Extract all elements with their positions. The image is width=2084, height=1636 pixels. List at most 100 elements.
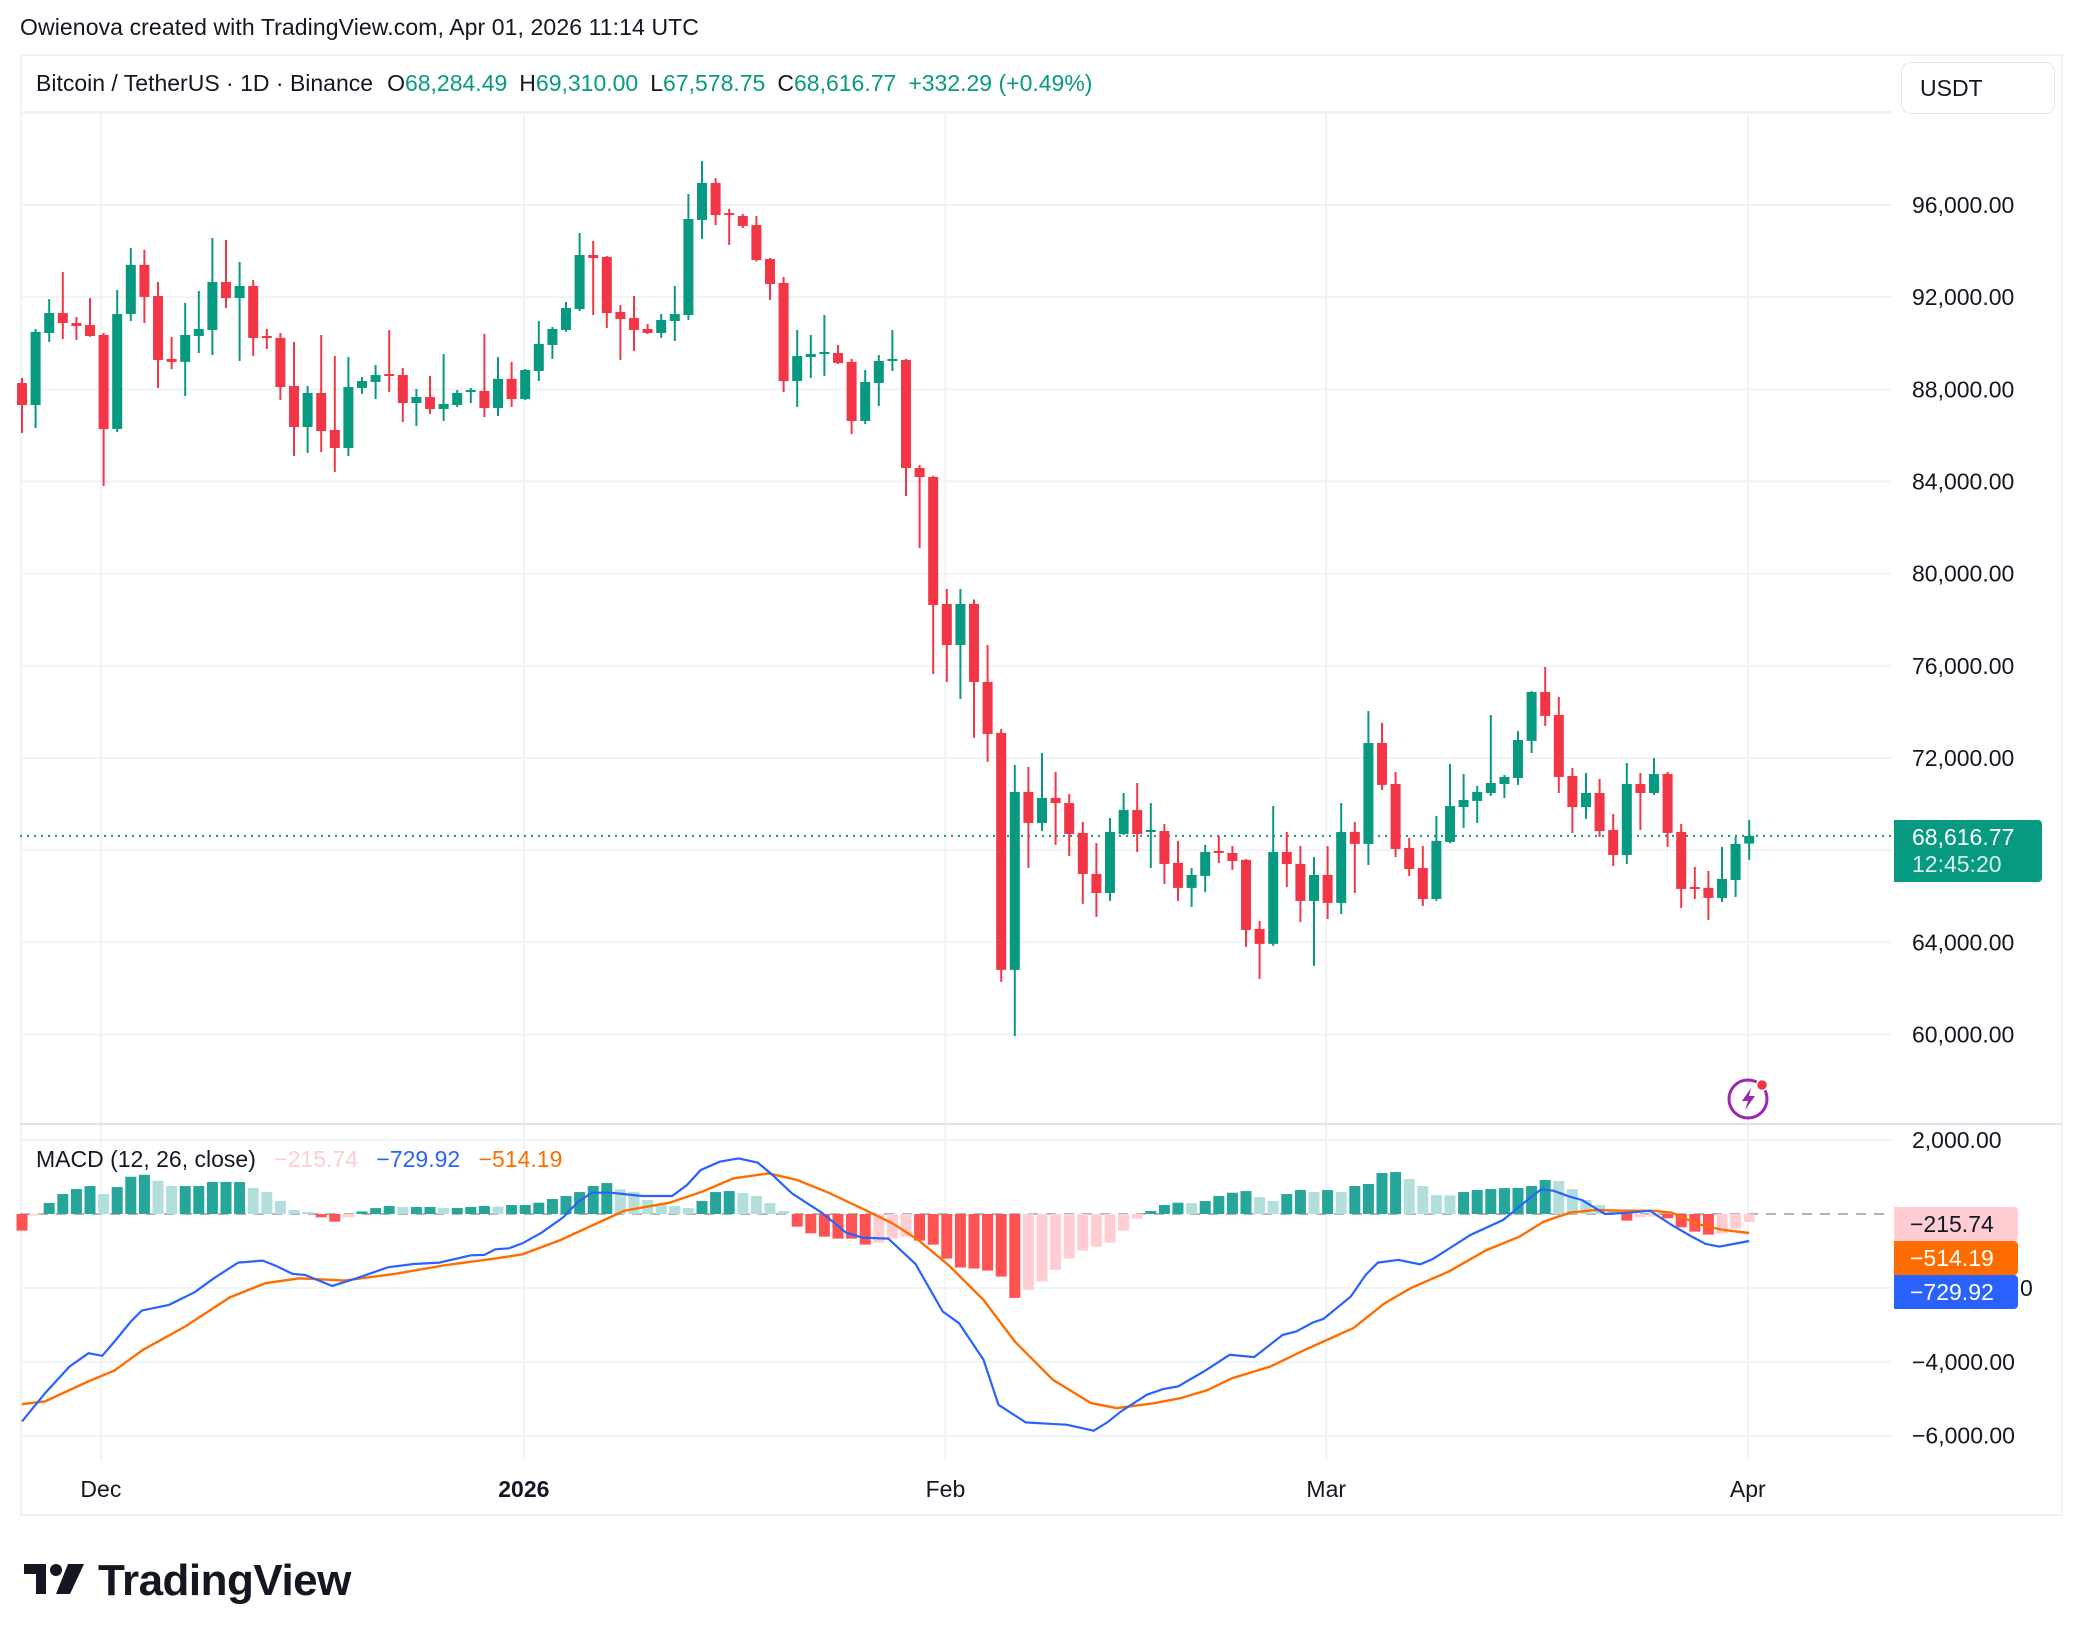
candle-body[interactable] xyxy=(901,359,911,469)
candle-body[interactable] xyxy=(656,319,667,333)
candle-body[interactable] xyxy=(1431,840,1442,899)
candle-body[interactable] xyxy=(1744,835,1755,844)
candle-body[interactable] xyxy=(1608,829,1619,855)
candle-body[interactable] xyxy=(506,378,517,399)
candle-body[interactable] xyxy=(1009,791,1020,970)
candle-body[interactable] xyxy=(153,296,163,360)
candle-body[interactable] xyxy=(1363,742,1374,844)
candle-body[interactable] xyxy=(1254,928,1265,944)
candle-body[interactable] xyxy=(669,313,680,322)
candle-body[interactable] xyxy=(533,343,544,372)
candle-body[interactable] xyxy=(1717,878,1727,898)
candle-body[interactable] xyxy=(615,312,626,320)
candle-body[interactable] xyxy=(588,254,599,258)
candle-body[interactable] xyxy=(1553,714,1564,777)
candle-body[interactable] xyxy=(207,281,218,330)
candle-body[interactable] xyxy=(1567,776,1578,808)
candle-body[interactable] xyxy=(778,282,789,382)
candle-body[interactable] xyxy=(316,393,327,432)
candle-body[interactable] xyxy=(1390,783,1401,849)
candle-body[interactable] xyxy=(1091,873,1102,893)
candle-body[interactable] xyxy=(1485,782,1496,793)
candle-body[interactable] xyxy=(248,285,259,338)
candle-body[interactable] xyxy=(166,358,177,362)
candle-body[interactable] xyxy=(1077,832,1088,874)
macd-title[interactable]: MACD (12, 26, close) xyxy=(36,1146,256,1172)
candle-body[interactable] xyxy=(343,387,354,448)
candle-body[interactable] xyxy=(860,381,871,421)
candle-body[interactable] xyxy=(71,322,82,326)
candle-body[interactable] xyxy=(438,403,449,410)
candle-body[interactable] xyxy=(1213,850,1224,853)
candle-body[interactable] xyxy=(329,429,340,448)
candle-body[interactable] xyxy=(941,603,952,646)
lightning-icon[interactable] xyxy=(1727,1076,1771,1120)
candle-body[interactable] xyxy=(1132,809,1143,834)
candle-body[interactable] xyxy=(1621,783,1632,855)
candle-body[interactable] xyxy=(384,373,395,376)
candle-body[interactable] xyxy=(955,603,966,646)
candle-body[interactable] xyxy=(452,393,463,405)
candle-body[interactable] xyxy=(1336,831,1347,903)
candle-body[interactable] xyxy=(1241,859,1251,930)
candle-body[interactable] xyxy=(914,468,925,477)
candle-body[interactable] xyxy=(425,397,435,410)
candle-body[interactable] xyxy=(1417,867,1428,899)
currency-button[interactable]: USDT xyxy=(1901,62,2055,114)
candle-body[interactable] xyxy=(57,313,68,323)
candle-body[interactable] xyxy=(275,337,286,388)
candle-body[interactable] xyxy=(357,381,367,388)
candle-body[interactable] xyxy=(1349,831,1360,844)
candle-body[interactable] xyxy=(1581,792,1591,808)
candle-body[interactable] xyxy=(1023,791,1034,823)
candle-body[interactable] xyxy=(969,603,979,682)
candle-body[interactable] xyxy=(982,681,993,734)
candle-body[interactable] xyxy=(1377,742,1387,785)
candle-body[interactable] xyxy=(1540,691,1551,716)
candle-body[interactable] xyxy=(873,360,884,383)
candle-body[interactable] xyxy=(805,353,816,358)
candle-body[interactable] xyxy=(751,225,762,261)
candle-body[interactable] xyxy=(1050,797,1061,804)
candle-body[interactable] xyxy=(180,334,191,362)
candle-body[interactable] xyxy=(1499,776,1510,784)
candle-body[interactable] xyxy=(887,358,898,361)
candle-body[interactable] xyxy=(765,259,775,285)
candle-body[interactable] xyxy=(1458,800,1469,808)
candle-body[interactable] xyxy=(1309,875,1319,901)
candle-body[interactable] xyxy=(737,216,748,226)
candle-body[interactable] xyxy=(833,353,843,363)
candle-body[interactable] xyxy=(112,313,123,429)
candle-body[interactable] xyxy=(1526,691,1537,741)
candle-body[interactable] xyxy=(1676,831,1687,889)
candle-body[interactable] xyxy=(1159,830,1170,864)
candle-body[interactable] xyxy=(465,390,476,393)
candle-body[interactable] xyxy=(370,375,381,382)
candle-body[interactable] xyxy=(1594,792,1605,831)
candle-body[interactable] xyxy=(710,182,721,216)
candle-body[interactable] xyxy=(1281,851,1292,864)
candle-body[interactable] xyxy=(289,385,299,427)
candle-body[interactable] xyxy=(397,375,408,404)
candle-body[interactable] xyxy=(30,331,41,405)
candle-body[interactable] xyxy=(819,351,830,354)
candle-body[interactable] xyxy=(493,378,503,408)
candle-body[interactable] xyxy=(928,476,939,605)
candle-body[interactable] xyxy=(1145,829,1156,832)
candle-body[interactable] xyxy=(234,285,245,299)
candle-body[interactable] xyxy=(1689,886,1700,889)
candle-body[interactable] xyxy=(85,325,95,336)
candle-body[interactable] xyxy=(574,254,585,310)
candle-body[interactable] xyxy=(1649,773,1659,793)
candle-body[interactable] xyxy=(1105,831,1115,893)
candle-body[interactable] xyxy=(1200,851,1211,876)
candle-body[interactable] xyxy=(1227,853,1238,861)
candle-body[interactable] xyxy=(601,256,612,314)
candle-body[interactable] xyxy=(1513,739,1523,779)
candle-body[interactable] xyxy=(125,264,136,314)
candle-body[interactable] xyxy=(1404,847,1415,870)
candle-body[interactable] xyxy=(411,397,422,404)
candle-body[interactable] xyxy=(193,328,204,336)
candle-body[interactable] xyxy=(1703,887,1714,898)
